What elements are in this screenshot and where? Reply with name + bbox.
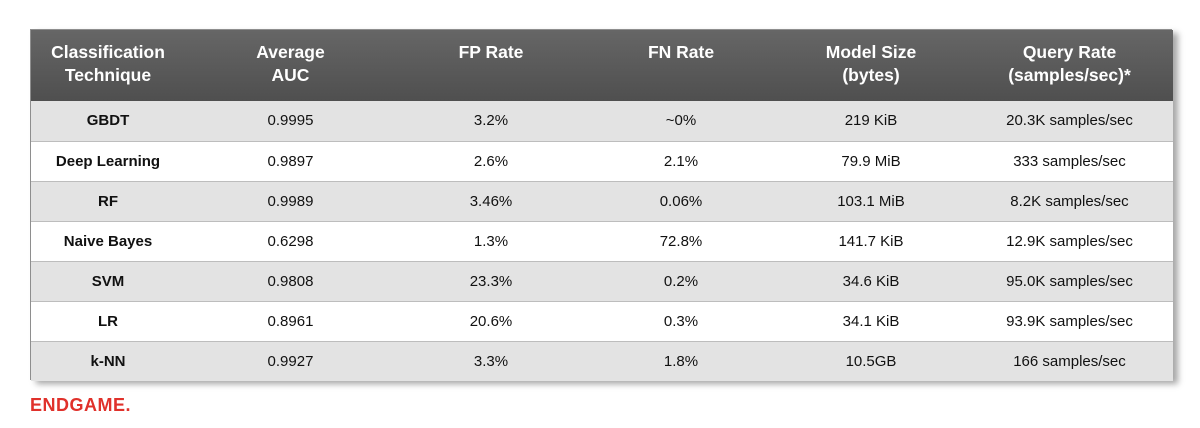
header-row: Classification Technique Average AUC FP … bbox=[31, 30, 1173, 101]
header-fn-rate: FN Rate bbox=[586, 30, 776, 101]
cell-model-size: 79.9 MiB bbox=[776, 141, 966, 182]
cell-query-rate: 166 samples/sec bbox=[966, 341, 1173, 381]
results-table-container: Classification Technique Average AUC FP … bbox=[30, 29, 1173, 381]
header-classification-technique: Classification Technique bbox=[31, 30, 185, 101]
table-row: RF 0.9989 3.46% 0.06% 103.1 MiB 8.2K sam… bbox=[31, 181, 1173, 222]
header-line-2: AUC bbox=[271, 65, 310, 85]
header-line-1: FP Rate bbox=[458, 42, 524, 62]
header-line-1: FN Rate bbox=[647, 42, 715, 62]
cell-fp-rate: 20.6% bbox=[396, 301, 586, 342]
cell-fn-rate: ~0% bbox=[586, 101, 776, 142]
cell-fp-rate: 23.3% bbox=[396, 261, 586, 302]
cell-query-rate: 93.9K samples/sec bbox=[966, 301, 1173, 342]
endgame-logo: ENDGAME. bbox=[30, 395, 132, 415]
header-line-1: Average bbox=[256, 42, 325, 62]
table-row: GBDT 0.9995 3.2% ~0% 219 KiB 20.3K sampl… bbox=[31, 101, 1173, 142]
table-body: GBDT 0.9995 3.2% ~0% 219 KiB 20.3K sampl… bbox=[31, 101, 1173, 381]
cell-fp-rate: 3.2% bbox=[396, 101, 586, 142]
header-line-2: Technique bbox=[64, 65, 152, 85]
cell-average-auc: 0.9995 bbox=[185, 101, 396, 142]
cell-average-auc: 0.9927 bbox=[185, 341, 396, 381]
cell-average-auc: 0.9808 bbox=[185, 261, 396, 302]
cell-fn-rate: 0.3% bbox=[586, 301, 776, 342]
header-query-rate: Query Rate (samples/sec)* bbox=[966, 30, 1173, 101]
cell-query-rate: 12.9K samples/sec bbox=[966, 221, 1173, 262]
table-row: Naive Bayes 0.6298 1.3% 72.8% 141.7 KiB … bbox=[31, 221, 1173, 262]
cell-technique: k-NN bbox=[31, 341, 185, 381]
cell-fp-rate: 3.46% bbox=[396, 181, 586, 222]
header-line-2: (samples/sec)* bbox=[1008, 65, 1131, 85]
cell-model-size: 34.6 KiB bbox=[776, 261, 966, 302]
cell-fn-rate: 1.8% bbox=[586, 341, 776, 381]
header-line-1: Query Rate bbox=[1022, 42, 1117, 62]
header-model-size: Model Size (bytes) bbox=[776, 30, 966, 101]
cell-query-rate: 333 samples/sec bbox=[966, 141, 1173, 182]
header-fp-rate: FP Rate bbox=[396, 30, 586, 101]
table-row: k-NN 0.9927 3.3% 1.8% 10.5GB 166 samples… bbox=[31, 341, 1173, 381]
cell-fn-rate: 72.8% bbox=[586, 221, 776, 262]
classifier-comparison-table: Classification Technique Average AUC FP … bbox=[31, 30, 1173, 381]
cell-model-size: 34.1 KiB bbox=[776, 301, 966, 342]
header-line-1: Classification bbox=[51, 42, 165, 62]
cell-technique: GBDT bbox=[31, 101, 185, 142]
cell-model-size: 10.5GB bbox=[776, 341, 966, 381]
cell-model-size: 141.7 KiB bbox=[776, 221, 966, 262]
cell-fn-rate: 0.2% bbox=[586, 261, 776, 302]
cell-average-auc: 0.9897 bbox=[185, 141, 396, 182]
cell-average-auc: 0.9989 bbox=[185, 181, 396, 222]
cell-model-size: 219 KiB bbox=[776, 101, 966, 142]
cell-fn-rate: 0.06% bbox=[586, 181, 776, 222]
cell-model-size: 103.1 MiB bbox=[776, 181, 966, 222]
cell-fn-rate: 2.1% bbox=[586, 141, 776, 182]
cell-fp-rate: 3.3% bbox=[396, 341, 586, 381]
cell-technique: Naive Bayes bbox=[31, 221, 185, 262]
table-row: LR 0.8961 20.6% 0.3% 34.1 KiB 93.9K samp… bbox=[31, 301, 1173, 342]
cell-average-auc: 0.6298 bbox=[185, 221, 396, 262]
cell-fp-rate: 1.3% bbox=[396, 221, 586, 262]
header-average-auc: Average AUC bbox=[185, 30, 396, 101]
table-row: Deep Learning 0.9897 2.6% 2.1% 79.9 MiB … bbox=[31, 141, 1173, 182]
cell-technique: LR bbox=[31, 301, 185, 342]
cell-fp-rate: 2.6% bbox=[396, 141, 586, 182]
cell-query-rate: 95.0K samples/sec bbox=[966, 261, 1173, 302]
table-row: SVM 0.9808 23.3% 0.2% 34.6 KiB 95.0K sam… bbox=[31, 261, 1173, 302]
table-header: Classification Technique Average AUC FP … bbox=[31, 30, 1173, 101]
cell-query-rate: 20.3K samples/sec bbox=[966, 101, 1173, 142]
header-line-1: Model Size bbox=[825, 42, 917, 62]
cell-technique: Deep Learning bbox=[31, 141, 185, 182]
cell-technique: SVM bbox=[31, 261, 185, 302]
cell-technique: RF bbox=[31, 181, 185, 222]
cell-query-rate: 8.2K samples/sec bbox=[966, 181, 1173, 222]
cell-average-auc: 0.8961 bbox=[185, 301, 396, 342]
header-line-2: (bytes) bbox=[842, 65, 900, 85]
